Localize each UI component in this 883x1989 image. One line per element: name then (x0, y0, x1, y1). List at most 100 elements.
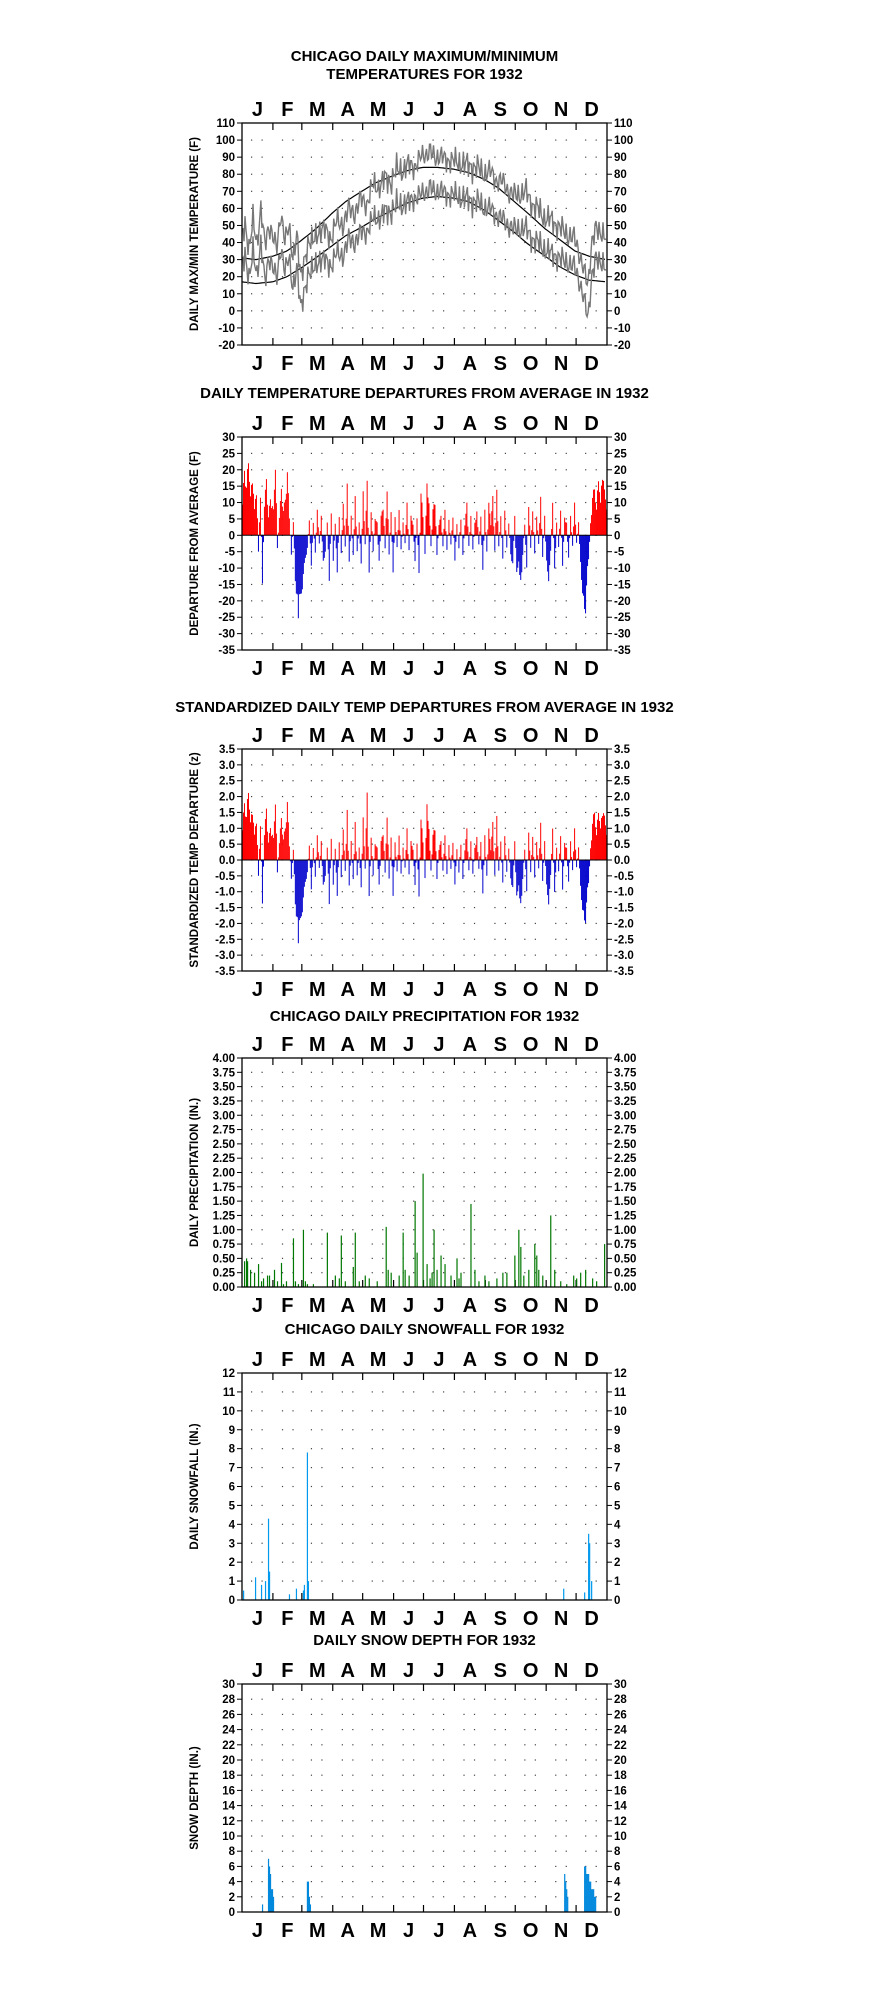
grid-dot (281, 293, 284, 295)
y-tick-label-left: 11 (223, 1387, 236, 1399)
grid-dot (413, 1229, 415, 1231)
grid-dot (382, 1143, 384, 1145)
grid-dot (473, 1229, 476, 1231)
y-tick-label-right: 12 (614, 1816, 627, 1828)
grid-dot (555, 1896, 557, 1898)
grid-dot (473, 1186, 476, 1188)
grid-dot (494, 600, 496, 602)
grid-dot (261, 276, 263, 278)
grid-dot (413, 827, 415, 829)
departure-bar (304, 535, 306, 558)
y-tick-label-right: 3.50 (614, 1082, 636, 1094)
departure-bar (415, 535, 417, 539)
departure-bar (436, 535, 438, 555)
grid-dot (534, 485, 536, 487)
departure-bar (486, 535, 488, 552)
departure-bar (341, 530, 343, 536)
snow-depth-bar (594, 1896, 596, 1912)
grid-dot (565, 452, 567, 454)
departure-bar (573, 526, 575, 536)
grid-dot (595, 241, 597, 244)
y-tick-label-left: 3.50 (213, 1082, 235, 1094)
month-label-top: A (340, 1034, 354, 1056)
grid-dot (595, 1448, 597, 1450)
departure-bar (323, 535, 325, 558)
grid-dot (595, 1561, 597, 1563)
departure-bar (579, 860, 581, 869)
precipitation-bar (294, 1281, 297, 1287)
grid-dot (321, 1789, 323, 1791)
grid-dot (494, 1881, 496, 1883)
departure-bar (390, 512, 392, 536)
departure-bar (253, 834, 255, 860)
departure-bar (388, 860, 390, 879)
grid-dot (292, 616, 294, 618)
departure-bar (517, 535, 519, 568)
departure-bar (394, 517, 396, 536)
grid-dot (310, 938, 313, 940)
grid-dot (292, 1214, 294, 1217)
grid-dot (382, 1485, 384, 1488)
grid-dot (402, 1774, 404, 1776)
grid-dot (555, 518, 557, 520)
grid-dot (382, 1410, 384, 1412)
precipitation-bar (358, 1281, 360, 1287)
grid-dot (555, 938, 557, 940)
grid-dot (281, 616, 284, 618)
grid-dot (585, 327, 587, 329)
grid-dot (261, 906, 263, 909)
month-label-top: A (340, 1660, 354, 1682)
departure-bar (300, 860, 302, 917)
departure-bar (340, 535, 342, 554)
y-tick-label-right: 70 (614, 186, 627, 198)
precipitation-bar (266, 1275, 269, 1287)
departure-bar (319, 531, 321, 536)
departure-bar (309, 535, 311, 544)
grid-dot (524, 485, 526, 487)
grid-dot (261, 173, 263, 175)
grid-dot (281, 501, 284, 504)
precipitation-bar (576, 1278, 578, 1287)
grid-dot (534, 567, 536, 569)
month-label-top: D (584, 99, 598, 121)
grid-dot (595, 1143, 597, 1145)
departure-bar (583, 535, 585, 596)
departure-bar (489, 513, 491, 536)
grid-dot (443, 583, 445, 586)
grid-dot (341, 811, 343, 814)
departure-bar (605, 499, 607, 536)
departure-bar (591, 840, 593, 860)
grid-dot (504, 633, 507, 635)
departure-bar (428, 503, 430, 536)
grid-dot (534, 954, 536, 956)
grid-dot (261, 616, 263, 618)
departure-bar (590, 848, 592, 860)
departure-bar (421, 828, 423, 860)
precipitation-bar (344, 1281, 346, 1287)
grid-dot (352, 139, 354, 141)
grid-dot (473, 906, 476, 909)
departure-bar (290, 860, 292, 879)
departure-bar (575, 849, 577, 860)
grid-dot (371, 891, 373, 893)
grid-dot (524, 600, 526, 602)
grid-dot (534, 1865, 536, 1867)
grid-dot (292, 293, 294, 295)
month-label-bottom: J (252, 1295, 263, 1317)
departure-bar (321, 860, 323, 867)
grid-dot (261, 1214, 263, 1217)
y-tick-label-right: -2.5 (614, 934, 634, 946)
departure-bar (563, 860, 565, 867)
y-tick-label-right: 2.25 (614, 1153, 637, 1165)
departure-bar (505, 855, 507, 860)
grid-dot (413, 518, 415, 520)
departure-bar (431, 854, 433, 860)
grid-dot (432, 1086, 434, 1088)
departure-bar (482, 860, 484, 894)
grid-dot (310, 518, 313, 520)
grid-dot (443, 843, 445, 845)
grid-dot (413, 1835, 415, 1837)
grid-dot (565, 795, 567, 798)
grid-dot (292, 327, 294, 329)
y-tick-label-right: 2.0 (614, 792, 630, 804)
